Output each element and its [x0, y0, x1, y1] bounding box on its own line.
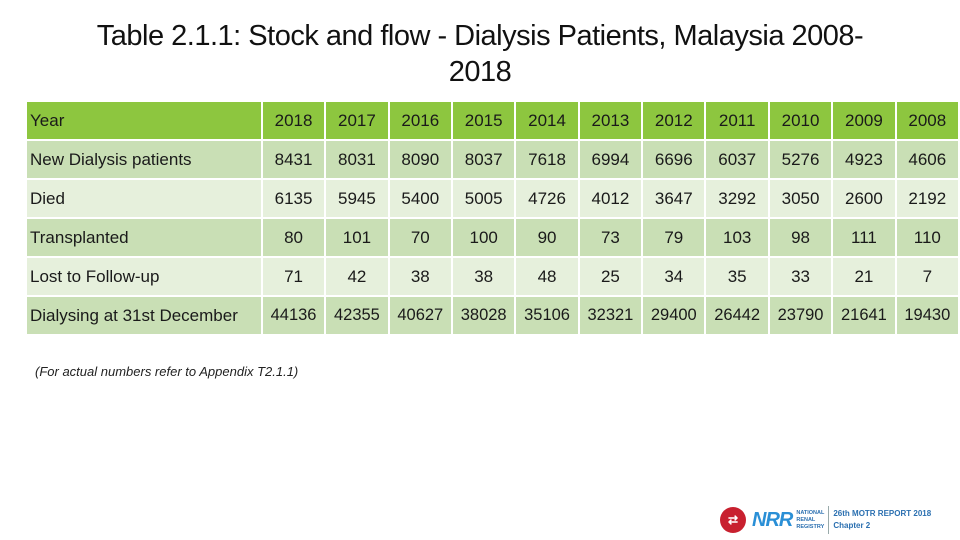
- value-cell: 6696: [643, 141, 705, 178]
- year-cell: 2010: [769, 102, 832, 139]
- logo-sub-line-3: REGISTRY: [796, 523, 825, 530]
- year-cell: 2015: [452, 102, 515, 139]
- value-cell: 35: [706, 258, 768, 295]
- value-cell: 34: [643, 258, 705, 295]
- value-cell: 79: [643, 219, 705, 256]
- row-label: Transplanted: [27, 219, 261, 256]
- value-cell: 3647: [643, 180, 705, 217]
- logo-sub-line-2: RENAL: [796, 516, 816, 523]
- value-cell: 103: [706, 219, 768, 256]
- row-label: Dialysing at 31st December: [27, 297, 261, 334]
- value-cell: 8037: [452, 141, 515, 178]
- value-cell: 25: [579, 258, 642, 295]
- header-row: Year 2018 2017 2016 2015 2014 2013 2012 …: [27, 102, 958, 139]
- value-cell: 48: [516, 258, 578, 295]
- header-label: Year: [27, 102, 261, 139]
- value-cell: 4923: [833, 141, 895, 178]
- table-row: New Dialysis patients 8431 8031 8090 803…: [27, 141, 958, 178]
- table-row: Died 6135 5945 5400 5005 4726 4012 3647 …: [27, 180, 958, 217]
- value-cell: 38028: [452, 297, 515, 334]
- year-cell: 2011: [706, 102, 768, 139]
- value-cell: 7: [896, 258, 958, 295]
- report-label: 26th MOTR REPORT 2018 Chapter 2: [833, 508, 931, 532]
- value-cell: 8431: [262, 141, 325, 178]
- stock-flow-table: Year 2018 2017 2016 2015 2014 2013 2012 …: [25, 100, 960, 336]
- logo-subtitle: NATIONAL RENAL REGISTRY: [796, 510, 824, 531]
- value-cell: 23790: [769, 297, 832, 334]
- value-cell: 111: [833, 219, 895, 256]
- title-line-2: 2018: [448, 56, 512, 88]
- value-cell: 32321: [579, 297, 642, 334]
- value-cell: 7618: [516, 141, 578, 178]
- table-row: Dialysing at 31st December 44136 42355 4…: [27, 297, 958, 334]
- value-cell: 33: [769, 258, 832, 295]
- year-cell: 2009: [833, 102, 895, 139]
- value-cell: 70: [389, 219, 451, 256]
- value-cell: 21641: [833, 297, 895, 334]
- row-label: New Dialysis patients: [27, 141, 261, 178]
- value-cell: 90: [516, 219, 578, 256]
- value-cell: 4606: [896, 141, 958, 178]
- value-cell: 101: [326, 219, 388, 256]
- year-cell: 2018: [262, 102, 325, 139]
- value-cell: 4726: [516, 180, 578, 217]
- value-cell: 42: [326, 258, 388, 295]
- value-cell: 38: [452, 258, 515, 295]
- value-cell: 71: [262, 258, 325, 295]
- row-label: Died: [27, 180, 261, 217]
- registry-mark-icon: ⇄: [720, 507, 746, 533]
- value-cell: 98: [769, 219, 832, 256]
- report-line-1: 26th MOTR REPORT 2018: [833, 509, 932, 518]
- value-cell: 29400: [643, 297, 705, 334]
- value-cell: 35106: [516, 297, 578, 334]
- value-cell: 6037: [706, 141, 768, 178]
- year-cell: 2016: [389, 102, 451, 139]
- value-cell: 2192: [896, 180, 958, 217]
- value-cell: 110: [896, 219, 958, 256]
- row-label: Lost to Follow-up: [27, 258, 261, 295]
- value-cell: 2600: [833, 180, 895, 217]
- year-cell: 2012: [643, 102, 705, 139]
- year-cell: 2017: [326, 102, 388, 139]
- registry-logo: ⇄ NRR NATIONAL RENAL REGISTRY 26th MOTR …: [720, 503, 955, 537]
- value-cell: 40627: [389, 297, 451, 334]
- value-cell: 100: [452, 219, 515, 256]
- report-line-2: Chapter 2: [833, 521, 871, 530]
- value-cell: 4012: [579, 180, 642, 217]
- value-cell: 5005: [452, 180, 515, 217]
- value-cell: 80: [262, 219, 325, 256]
- page-title: Table 2.1.1: Stock and flow - Dialysis P…: [60, 18, 900, 90]
- value-cell: 3292: [706, 180, 768, 217]
- value-cell: 6994: [579, 141, 642, 178]
- value-cell: 21: [833, 258, 895, 295]
- value-cell: 26442: [706, 297, 768, 334]
- value-cell: 5400: [389, 180, 451, 217]
- value-cell: 44136: [262, 297, 325, 334]
- title-line-1: Table 2.1.1: Stock and flow - Dialysis P…: [96, 20, 864, 52]
- logo-brand: NRR: [752, 508, 793, 531]
- value-cell: 8090: [389, 141, 451, 178]
- value-cell: 6135: [262, 180, 325, 217]
- year-cell: 2014: [516, 102, 578, 139]
- year-cell: 2008: [896, 102, 958, 139]
- value-cell: 5276: [769, 141, 832, 178]
- value-cell: 8031: [326, 141, 388, 178]
- footnote: (For actual numbers refer to Appendix T2…: [35, 364, 299, 379]
- value-cell: 38: [389, 258, 451, 295]
- year-cell: 2013: [579, 102, 642, 139]
- table-row: Transplanted 80 101 70 100 90 73 79 103 …: [27, 219, 958, 256]
- value-cell: 73: [579, 219, 642, 256]
- table-row: Lost to Follow-up 71 42 38 38 48 25 34 3…: [27, 258, 958, 295]
- value-cell: 19430: [896, 297, 958, 334]
- value-cell: 42355: [326, 297, 388, 334]
- logo-divider: [828, 506, 830, 534]
- value-cell: 5945: [326, 180, 388, 217]
- logo-sub-line-1: NATIONAL: [796, 509, 825, 516]
- value-cell: 3050: [769, 180, 832, 217]
